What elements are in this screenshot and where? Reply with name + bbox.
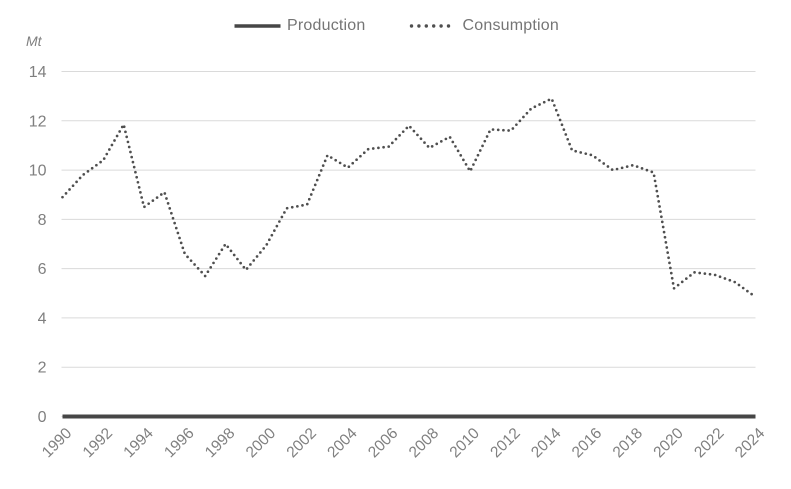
x-tick-label: 2008 [406,425,442,461]
y-tick-label: 8 [38,212,47,229]
x-tick-label: 2010 [447,425,484,462]
dotted-line-swatch-icon [409,24,458,28]
y-axis-unit-label: Mt [26,33,42,49]
solid-line-swatch-icon [234,24,281,28]
legend: Production Consumption [232,17,559,35]
x-tick-label: 2012 [487,425,523,461]
x-tick-label: 2006 [365,425,401,461]
x-tick-label: 1994 [120,425,157,462]
x-tick-label: 2016 [569,425,605,461]
x-tick-label: 2000 [243,425,280,462]
legend-item-consumption: Consumption [408,17,559,35]
x-tick-label: 2004 [324,425,361,462]
x-tick-label: 1998 [202,425,238,461]
y-tick-label: 6 [38,261,47,278]
y-tick-label: 2 [38,360,47,377]
x-tick-label: 2020 [650,425,687,462]
y-tick-label: 0 [38,409,47,426]
x-tick-label: 1992 [80,425,116,461]
x-tick-label: 1990 [39,425,76,462]
legend-item-production: Production [232,17,366,35]
legend-label-consumption: Consumption [462,17,559,34]
x-tick-label: 2024 [732,425,769,462]
y-tick-label: 4 [38,310,47,327]
x-tick-label: 2014 [528,425,565,462]
legend-label-production: Production [287,17,366,34]
series-line-consumption [61,97,757,299]
x-tick-label: 2002 [284,425,320,461]
x-tick-label: 2022 [691,425,727,461]
x-tick-label: 2018 [610,425,646,461]
x-tick-label: 1996 [161,425,197,461]
y-tick-label: 12 [29,113,47,130]
y-tick-label: 14 [29,64,47,81]
y-tick-label: 10 [29,163,47,180]
